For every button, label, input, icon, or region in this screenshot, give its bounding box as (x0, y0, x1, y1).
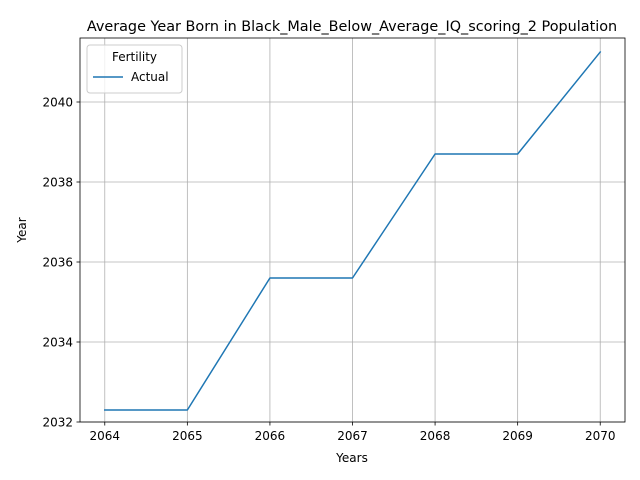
y-axis-label: Year (15, 217, 29, 243)
x-tick-label: 2068 (420, 429, 451, 443)
y-tick-label: 2034 (42, 336, 73, 350)
axis-ticks: 2064 2065 2066 2067 2068 2069 2070 2032 2034 2036… (42, 96, 615, 444)
y-tick-label: 2040 (42, 96, 73, 110)
x-tick-label: 2067 (337, 429, 368, 443)
y-tick-label: 2032 (42, 416, 73, 430)
x-axis-label: Years (335, 451, 368, 465)
y-tick-label: 2036 (42, 256, 73, 270)
series-line-actual (104, 50, 602, 411)
legend-label-actual: Actual (131, 70, 169, 84)
chart-title: Average Year Born in Black_Male_Below_Av… (87, 19, 617, 35)
legend-box (86, 44, 183, 94)
x-tick-label: 2070 (585, 429, 616, 443)
x-tick-label: 2065 (172, 429, 203, 443)
series-lines (104, 50, 602, 411)
x-tick-label: 2064 (89, 429, 120, 443)
y-tick-label: 2038 (42, 176, 73, 190)
x-tick-label: 2069 (502, 429, 533, 443)
x-tick-label: 2066 (255, 429, 286, 443)
legend: Fertility Actual (86, 44, 183, 94)
legend-title: Fertility (112, 50, 157, 64)
